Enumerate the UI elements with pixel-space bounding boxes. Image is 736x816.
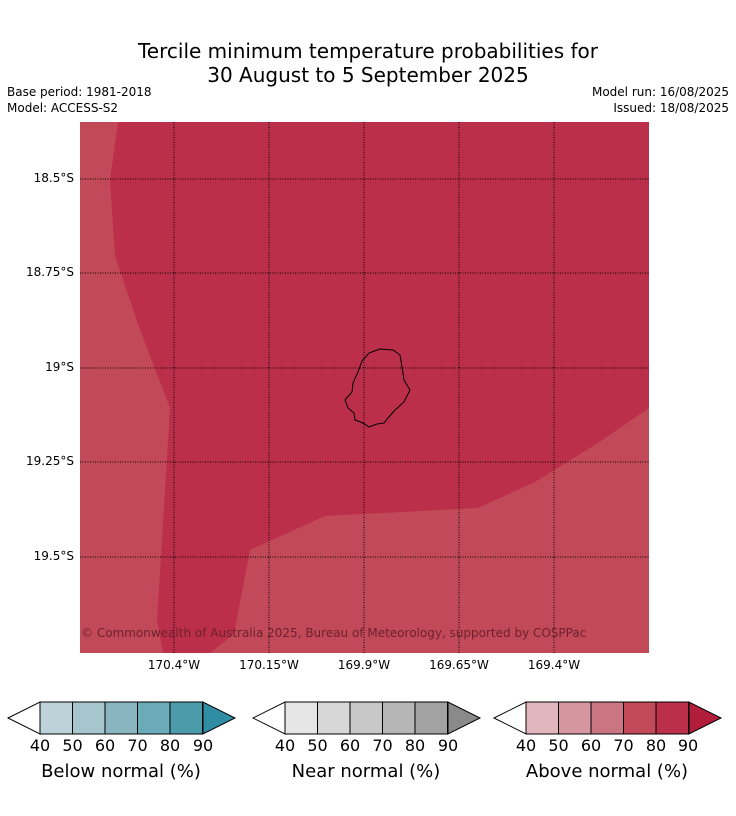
lat-label: 19°S (45, 360, 74, 374)
lon-label: 169.9°W (337, 658, 391, 672)
colorbar-tick: 80 (404, 736, 426, 755)
map-region-80-90 (110, 122, 649, 653)
colorbar-tick: 60 (580, 736, 602, 755)
island-outline (344, 348, 411, 428)
colorbar-tick: 50 (548, 736, 569, 755)
lat-label: 19.5°S (33, 549, 74, 563)
model-run: Model run: 16/08/2025 (591, 85, 729, 99)
base-period: Base period: 1981-2018 (7, 85, 152, 99)
colorbar-tick: 90 (677, 736, 699, 755)
colorbar-label-above: Above normal (%) (525, 761, 689, 782)
issued-date: Issued: 18/08/2025 (613, 101, 729, 115)
colorbar-tick: 60 (94, 736, 116, 755)
lat-label: 18.75°S (26, 265, 74, 279)
colorbar-tick: 70 (613, 736, 634, 755)
colorbar-label-near: Near normal (%) (291, 761, 441, 782)
lon-gridlines (173, 122, 555, 653)
colorbar-tick: 60 (339, 736, 361, 755)
colorbar-tick: 80 (159, 736, 181, 755)
colorbar-tick: 80 (645, 736, 667, 755)
colorbar-above-normal (492, 701, 723, 735)
colorbar-label-below: Below normal (%) (41, 761, 201, 782)
colorbar-tick: 70 (372, 736, 393, 755)
model-name: Model: ACCESS-S2 (7, 101, 119, 115)
colorbar-near-normal (251, 701, 482, 735)
colorbar-tick: 70 (127, 736, 148, 755)
colorbar-tick: 40 (515, 736, 537, 755)
colorbar-tick: 90 (192, 736, 214, 755)
colorbar-tick: 40 (29, 736, 51, 755)
lon-label: 170.15°W (239, 658, 299, 672)
colorbar-below-normal (6, 701, 237, 735)
lon-label: 169.65°W (429, 658, 489, 672)
lon-label: 169.4°W (527, 658, 581, 672)
lat-label: 19.25°S (26, 454, 74, 468)
colorbar-tick: 40 (274, 736, 296, 755)
lon-label: 170.4°W (147, 658, 201, 672)
map-title-line1: Tercile minimum temperature probabilitie… (137, 39, 599, 63)
colorbar-tick: 50 (62, 736, 83, 755)
map-title-line2: 30 August to 5 September 2025 (207, 63, 529, 87)
colorbar-tick: 90 (437, 736, 459, 755)
colorbar-tick: 50 (307, 736, 328, 755)
lat-label: 18.5°S (33, 171, 74, 185)
copyright-notice: © Commonwealth of Australia 2025, Bureau… (81, 626, 587, 640)
